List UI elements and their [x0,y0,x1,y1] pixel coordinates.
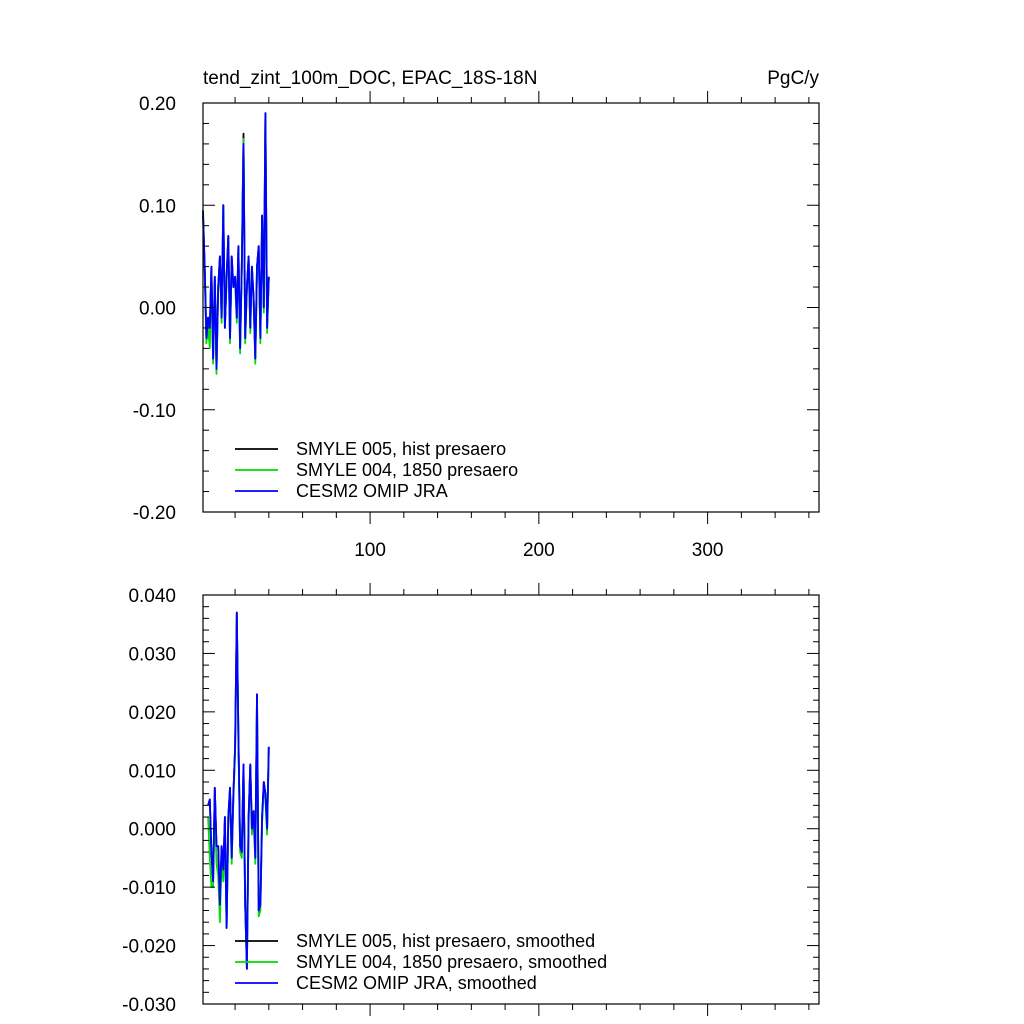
y-tick-label: -0.10 [133,401,176,422]
y-tick-label: 0.10 [139,196,176,217]
x-tick-label: 200 [523,540,555,561]
y-tick-label: 0.000 [128,820,176,841]
bottom-series-layer [207,611,270,970]
y-tick-label: -0.20 [133,503,176,524]
top-series-layer [202,112,270,375]
x-tick-label: 100 [354,540,386,561]
legend-label: SMYLE 005, hist presaero [296,439,506,459]
legend-label: CESM2 OMIP JRA [296,481,448,501]
y-tick-label: 0.00 [139,299,176,320]
bottom-axes: -0.030 -0.020 -0.010 0.000 0.010 0.020 0.030 0.… [122,583,819,1016]
y-tick-label: -0.020 [122,937,176,958]
bottom-plot-frame [202,594,820,1005]
series-line-2 [202,112,270,370]
top-units: PgC/y [767,68,819,89]
top-axes: -0.20 -0.10 0.00 0.10 0.20 100 200 300 [133,91,819,561]
y-tick-label: 0.040 [128,586,176,607]
y-tick-label: 0.010 [128,761,176,782]
legend-label: SMYLE 005, hist presaero, smoothed [296,931,595,951]
y-tick-label: -0.030 [122,995,176,1016]
series-line-2 [207,611,270,970]
top-panel: tend_zint_100m_DOC, EPAC_18S-18N PgC/y -… [133,68,820,561]
top-title: tend_zint_100m_DOC, EPAC_18S-18N [203,68,537,89]
y-tick-label: 0.20 [139,94,176,115]
y-tick-label: -0.010 [122,878,176,899]
legend-label: SMYLE 004, 1850 presaero [296,460,518,480]
legend-label: CESM2 OMIP JRA, smoothed [296,973,537,993]
y-tick-label: 0.030 [128,644,176,665]
bottom-legend: SMYLE 005, hist presaero, smoothedSMYLE … [235,931,607,993]
x-tick-label: 300 [692,540,724,561]
y-tick-label: 0.020 [128,703,176,724]
bottom-panel: -0.030 -0.020 -0.010 0.000 0.010 0.020 0.030 0.… [122,583,820,1016]
legend-label: SMYLE 004, 1850 presaero, smoothed [296,952,607,972]
top-plot-frame [202,102,820,513]
